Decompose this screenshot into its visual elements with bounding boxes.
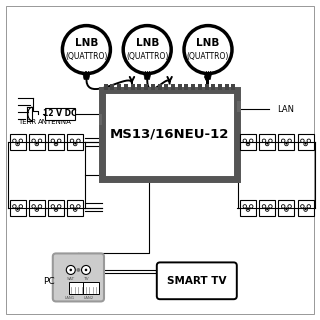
Circle shape — [55, 208, 57, 210]
Bar — [298, 134, 314, 150]
Bar — [48, 134, 64, 150]
Polygon shape — [83, 74, 90, 79]
Bar — [99, 114, 102, 125]
Circle shape — [305, 143, 307, 145]
Text: LAN: LAN — [277, 105, 294, 114]
Circle shape — [266, 208, 268, 210]
Text: SAT: SAT — [67, 277, 75, 281]
Text: LAN2: LAN2 — [83, 296, 93, 300]
Bar — [151, 84, 155, 90]
Bar — [218, 84, 222, 90]
Bar — [102, 90, 237, 179]
FancyBboxPatch shape — [53, 253, 104, 301]
Circle shape — [55, 143, 57, 145]
Bar — [69, 282, 85, 294]
Bar — [178, 84, 182, 90]
Circle shape — [62, 26, 110, 74]
Bar — [164, 84, 168, 90]
Bar — [137, 84, 141, 90]
Bar — [259, 134, 275, 150]
Bar — [10, 200, 26, 216]
Bar — [157, 84, 162, 90]
Text: ANTENNA: ANTENNA — [38, 119, 72, 125]
Bar — [278, 200, 294, 216]
Bar — [240, 134, 256, 150]
Bar — [191, 84, 195, 90]
Text: (QUATTRO): (QUATTRO) — [187, 52, 229, 61]
Circle shape — [17, 143, 19, 145]
Text: TERR: TERR — [18, 119, 36, 125]
Polygon shape — [144, 74, 151, 79]
Bar — [124, 84, 128, 90]
Text: 12 V DC: 12 V DC — [43, 109, 77, 118]
Circle shape — [17, 208, 19, 210]
Bar — [110, 84, 115, 90]
Bar — [231, 84, 236, 90]
Circle shape — [74, 208, 76, 210]
Circle shape — [247, 143, 249, 145]
Circle shape — [82, 266, 91, 275]
Bar — [298, 200, 314, 216]
Circle shape — [305, 208, 307, 210]
Bar — [225, 84, 229, 90]
Text: LNB: LNB — [75, 38, 98, 48]
Bar — [184, 84, 188, 90]
Bar — [278, 134, 294, 150]
Circle shape — [247, 208, 249, 210]
Bar — [198, 84, 202, 90]
Bar — [10, 134, 26, 150]
Bar — [144, 84, 148, 90]
Circle shape — [66, 266, 75, 275]
Bar — [48, 200, 64, 216]
Bar — [237, 101, 241, 112]
Circle shape — [76, 268, 80, 272]
Circle shape — [285, 208, 287, 210]
Bar — [29, 134, 45, 150]
Circle shape — [85, 269, 87, 271]
Bar — [240, 200, 256, 216]
Text: LNB: LNB — [135, 38, 159, 48]
Text: PC: PC — [43, 277, 54, 286]
Bar — [211, 84, 215, 90]
Text: (QUATTRO): (QUATTRO) — [65, 52, 108, 61]
Text: SMART TV: SMART TV — [167, 276, 227, 286]
Polygon shape — [204, 74, 212, 79]
Bar — [171, 84, 175, 90]
Bar — [67, 200, 83, 216]
Circle shape — [36, 208, 38, 210]
Bar — [29, 200, 45, 216]
Text: MS13/16NEU-12: MS13/16NEU-12 — [110, 128, 229, 141]
Circle shape — [36, 143, 38, 145]
Bar — [67, 134, 83, 150]
Bar — [104, 84, 108, 90]
Text: LNB: LNB — [196, 38, 220, 48]
Bar — [131, 84, 135, 90]
Text: (QUATTRO): (QUATTRO) — [126, 52, 168, 61]
FancyBboxPatch shape — [157, 262, 237, 299]
Circle shape — [74, 143, 76, 145]
Bar — [45, 108, 75, 120]
Bar — [84, 282, 99, 294]
Circle shape — [69, 269, 72, 271]
Text: TV: TV — [83, 277, 89, 281]
Text: LAN1: LAN1 — [64, 296, 75, 300]
Circle shape — [184, 26, 232, 74]
Circle shape — [123, 26, 171, 74]
Bar — [259, 200, 275, 216]
Bar — [204, 84, 209, 90]
Bar — [117, 84, 121, 90]
Circle shape — [266, 143, 268, 145]
Circle shape — [285, 143, 287, 145]
